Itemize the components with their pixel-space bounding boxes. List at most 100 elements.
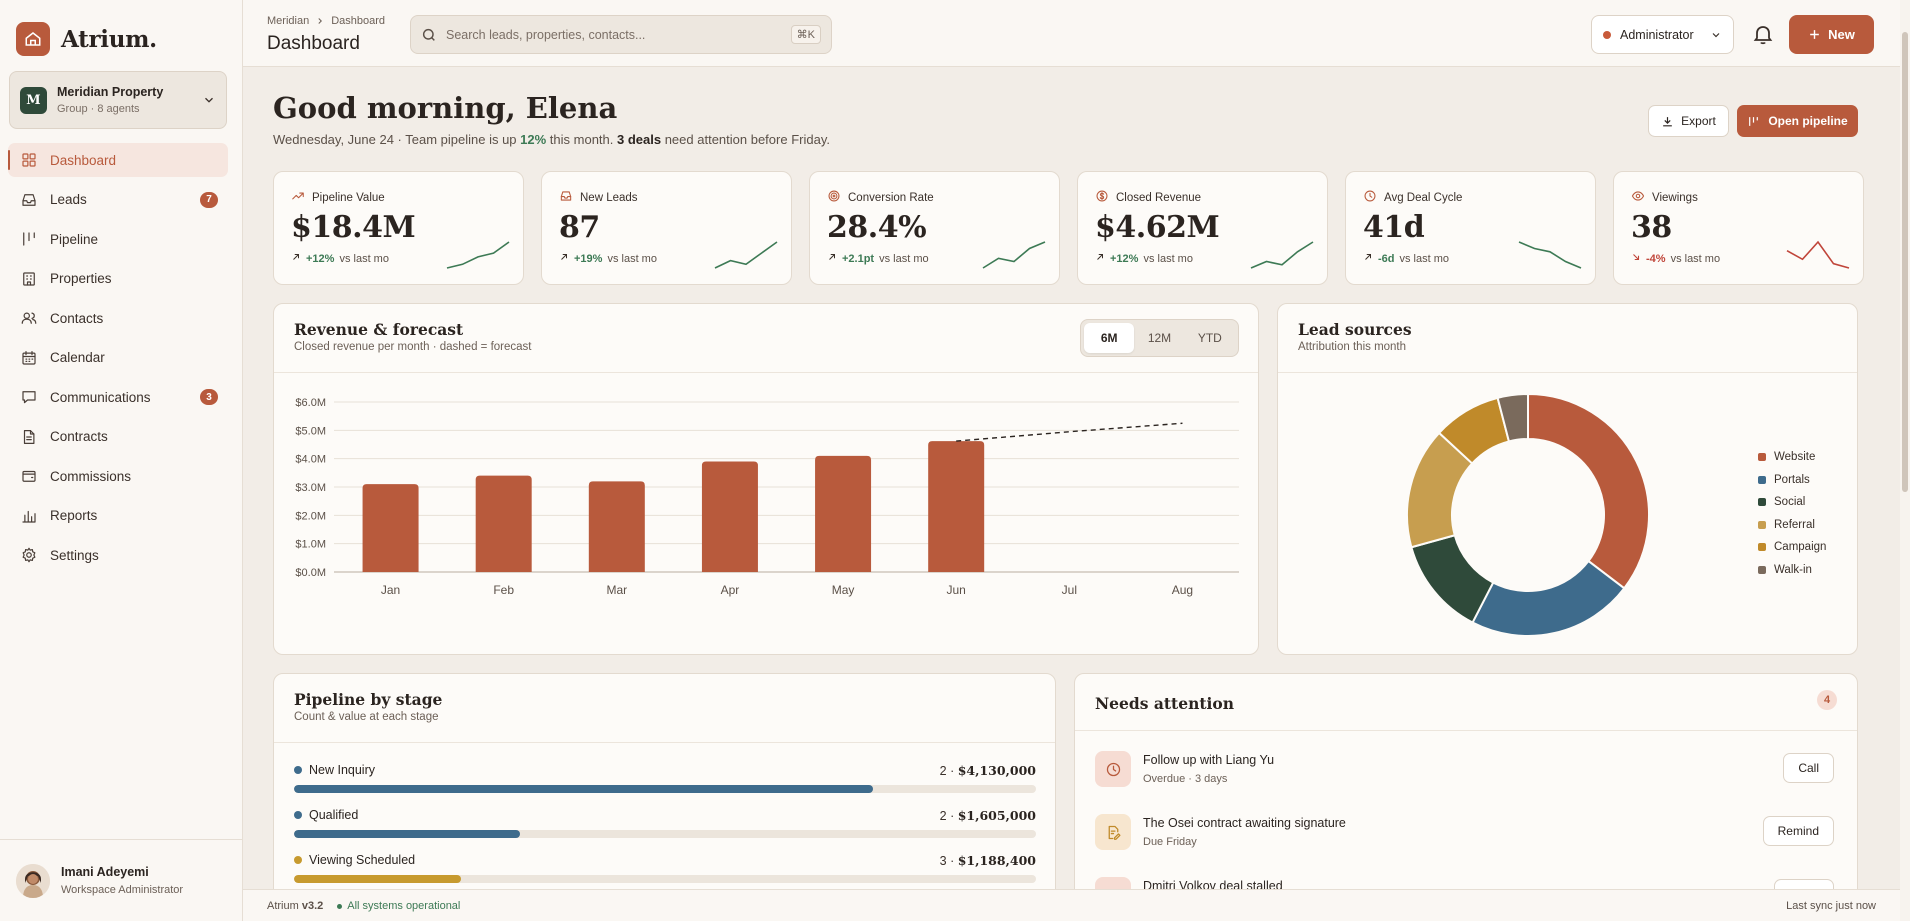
stage-dot	[294, 811, 302, 819]
attention-meta: Due Friday	[1143, 836, 1197, 848]
legend-label: Portals	[1774, 473, 1810, 486]
sidebar-item-label: Settings	[50, 547, 99, 563]
range-6m[interactable]: 6M	[1084, 323, 1135, 353]
brand[interactable]: Atrium.	[16, 22, 157, 56]
document-icon	[20, 428, 38, 446]
sidebar: Atrium. M Meridian Property Group · 8 ag…	[0, 0, 243, 921]
kpi-card-avg-deal-cycle[interactable]: Avg Deal Cycle 41d -6d vs last mo	[1345, 171, 1596, 285]
sidebar-item-dashboard[interactable]: Dashboard	[8, 143, 228, 177]
bell-icon[interactable]	[1751, 22, 1775, 46]
org-name: Meridian Property	[57, 85, 164, 99]
pen-document-icon	[1095, 814, 1131, 850]
topbar: Meridian Dashboard Dashboard ⌘K Administ…	[243, 0, 1900, 67]
revenue-chart: $0.0M $1.0M $2.0M $3.0M $4.0M $5.0M $6.0M Jan Fe…	[295, 397, 1239, 597]
attention-action-button[interactable]: Call	[1783, 753, 1834, 783]
open-pipeline-button[interactable]: Open pipeline	[1737, 105, 1858, 137]
range-12m[interactable]: 12M	[1147, 331, 1172, 345]
legend-swatch	[1758, 475, 1766, 484]
range-ytd[interactable]: YTD	[1197, 331, 1222, 345]
sidebar-item-reports[interactable]: Reports	[8, 499, 228, 533]
stage-count: 2 ·	[939, 763, 958, 778]
grid-icon	[20, 151, 38, 169]
needs-attention-card: Needs attention 4 Follow up with Liang Y…	[1074, 673, 1858, 903]
sparkline-line	[1786, 240, 1850, 269]
sidebar-item-commissions[interactable]: Commissions	[8, 459, 228, 493]
kpi-delta-text: vs last mo	[1399, 252, 1450, 265]
sidebar-item-calendar[interactable]: Calendar	[8, 341, 228, 375]
sidebar-item-contacts[interactable]: Contacts	[8, 301, 228, 335]
kpi-card-viewings[interactable]: Viewings 38 -4% vs last mo	[1613, 171, 1864, 285]
legend-label: Social	[1774, 496, 1806, 509]
stage-progress	[294, 830, 1036, 838]
attention-item[interactable]: Follow up with Liang Yu Overdue · 3 days C…	[1095, 751, 1834, 791]
new-button[interactable]: New	[1789, 15, 1874, 54]
sidebar-item-communications[interactable]: Communications 3	[8, 380, 228, 414]
kpi-label: Avg Deal Cycle	[1384, 191, 1463, 204]
sparkline	[446, 241, 510, 269]
scrollbar-thumb[interactable]	[1902, 32, 1908, 492]
sparkline-line	[1518, 241, 1582, 269]
kpi-label: Viewings	[1652, 191, 1698, 204]
chevron-down-icon	[1712, 32, 1720, 37]
stage-progress-fill	[294, 875, 461, 883]
legend-swatch	[1758, 498, 1766, 507]
kpi-card-new-leads[interactable]: New Leads 87 +19% vs last mo	[541, 171, 792, 285]
kpi-value: $4.62M	[1095, 210, 1220, 245]
lead-sources-title: Lead sources	[1298, 320, 1412, 339]
search-input[interactable]	[446, 27, 791, 42]
chevron-right-icon	[318, 18, 323, 24]
legend-label: Referral	[1774, 518, 1815, 531]
y-tick-label: $5.0M	[295, 425, 326, 437]
legend-label: Campaign	[1774, 541, 1827, 554]
y-tick-label: $6.0M	[295, 397, 326, 409]
sidebar-item-leads[interactable]: Leads 7	[8, 183, 228, 217]
arrow-up-right-icon	[1095, 252, 1105, 265]
user-role: Workspace Administrator	[61, 884, 184, 896]
sidebar-item-label: Commissions	[50, 468, 132, 484]
kpi-card-pipeline-value[interactable]: Pipeline Value $18.4M +12% vs last mo	[273, 171, 524, 285]
stage-progress-fill	[294, 785, 873, 793]
role-select[interactable]: Administrator	[1591, 15, 1734, 54]
breadcrumb-item[interactable]: Meridian	[267, 15, 310, 27]
y-tick-label: $1.0M	[295, 539, 326, 551]
stage-amount: $4,130,000	[957, 762, 1036, 778]
pipeline-stage[interactable]: New Inquiry 2 · $4,130,000	[294, 761, 1036, 793]
pipeline-stage[interactable]: Qualified 2 · $1,605,000	[294, 806, 1036, 838]
x-tick-label: Jun	[947, 583, 966, 597]
x-tick-label: Mar	[606, 583, 627, 597]
sidebar-item-label: Dashboard	[50, 152, 117, 168]
attention-title: Needs attention	[1095, 694, 1235, 713]
attention-action-button[interactable]: Remind	[1762, 816, 1834, 846]
attention-item[interactable]: The Osei contract awaiting signature Due …	[1095, 814, 1834, 854]
pipeline-title: Pipeline by stage	[294, 690, 443, 709]
target-icon	[827, 189, 841, 206]
bar-jun	[928, 441, 985, 572]
sidebar-item-properties[interactable]: Properties	[8, 262, 228, 296]
sparkline-line	[982, 241, 1046, 269]
sidebar-item-label: Calendar	[50, 350, 105, 365]
kpi-card-conversion-rate[interactable]: Conversion Rate 28.4% +2.1pt vs last mo	[809, 171, 1060, 285]
kpi-delta: +19%	[574, 252, 603, 265]
scrollbar[interactable]	[1900, 0, 1910, 921]
bar-apr	[701, 461, 758, 572]
sidebar-item-label: Communications	[50, 389, 151, 405]
chat-icon	[20, 388, 38, 406]
sidebar-item-settings[interactable]: Settings	[8, 538, 228, 572]
sidebar-item-pipeline[interactable]: Pipeline	[8, 222, 228, 256]
export-button[interactable]: Export	[1648, 105, 1729, 137]
kpi-card-closed-revenue[interactable]: Closed Revenue $4.62M +12% vs last mo	[1077, 171, 1328, 285]
inbox-icon	[559, 189, 573, 206]
arrow-up-right-icon	[291, 252, 301, 265]
lead-sources-legend: Website Portals Social Referral Campaign Walk…	[1758, 446, 1826, 581]
kpi-value: $18.4M	[291, 210, 416, 245]
search-bar[interactable]: ⌘K	[410, 15, 832, 54]
arrow-up-right-icon	[1363, 252, 1373, 265]
shortcut-hint: ⌘K	[790, 25, 821, 44]
pipeline-stage[interactable]: Viewing Scheduled 3 · $1,188,400	[294, 851, 1036, 883]
slice-website	[1527, 392, 1650, 590]
bar-feb	[475, 475, 532, 572]
sidebar-item-contracts[interactable]: Contracts	[8, 420, 228, 454]
user-profile[interactable]: Imani Adeyemi Workspace Administrator	[0, 839, 243, 921]
org-switcher[interactable]: M Meridian Property Group · 8 agents	[9, 71, 227, 129]
kpi-delta-text: vs last mo	[879, 252, 929, 265]
